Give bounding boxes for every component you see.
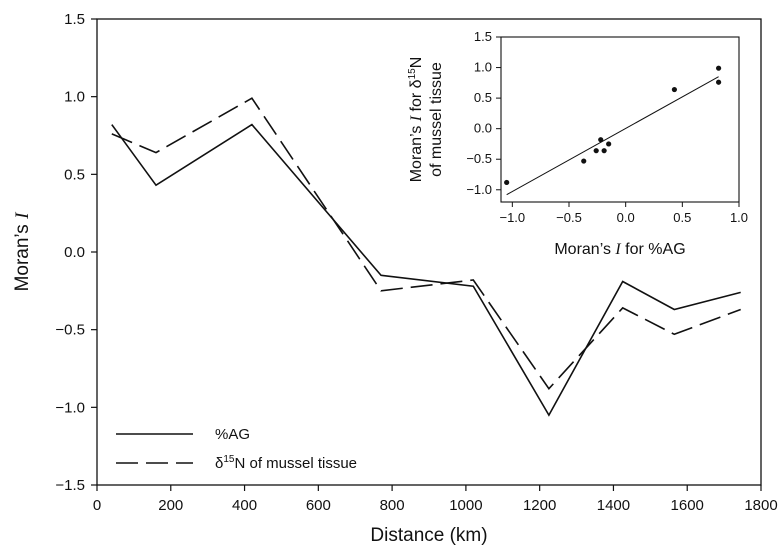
- y-tick-label: 1.5: [64, 11, 85, 28]
- y-tick-label: 0.5: [64, 166, 85, 183]
- inset-plot: −1.0 −0.5 0.0 0.5 1.0 −1.0 −0.5 0.0 0.5 1.0 1.5 Mor…: [407, 29, 748, 258]
- legend-d15n-label: δ15N of mussel tissue: [215, 454, 357, 472]
- inset-scatter-point: [598, 137, 604, 143]
- inset-x-tick-label: 0.0: [617, 210, 635, 225]
- x-tick-label: 400: [232, 497, 257, 514]
- x-tick-label: 1600: [671, 497, 704, 514]
- x-tick-label: 0: [93, 497, 101, 514]
- series-ag-line: [111, 123, 741, 417]
- y-tick-label: 0.0: [64, 244, 85, 261]
- x-tick-label: 800: [380, 497, 405, 514]
- inset-frame: [500, 36, 740, 203]
- y-tick-label: 1.0: [64, 89, 85, 106]
- y-tick-label: −0.5: [55, 322, 85, 339]
- inset-x-tick-label: −1.0: [499, 210, 525, 225]
- x-axis-title: Distance (km): [370, 525, 487, 546]
- main-plot: 0 200 400 600 800 1000 1200 1400 1600 1800 −1.5 −1.…: [12, 11, 778, 546]
- inset-x-tick-label: 0.5: [673, 210, 691, 225]
- y-tick-label: −1.5: [55, 477, 85, 494]
- series-d15n-line: [111, 97, 741, 390]
- inset-y-axis-title-line1: Moran’s I for δ15N: [407, 57, 425, 183]
- inset-scatter-point: [606, 141, 612, 147]
- inset-x-axis-title: Moran’s I for %AG: [554, 241, 685, 258]
- inset-y-tick-label: 0.5: [474, 90, 492, 105]
- inset-y-tick-label: −0.5: [466, 151, 492, 166]
- inset-scatter-point: [593, 148, 599, 154]
- x-tick-label: 1000: [449, 497, 482, 514]
- inset-y-tick-label: 1.0: [474, 60, 492, 75]
- inset-scatter-point: [671, 86, 678, 93]
- x-tick-label: 600: [306, 497, 331, 514]
- inset-y-axis-title-line2: of mussel tissue: [428, 62, 445, 177]
- x-tick-label: 1400: [597, 497, 630, 514]
- inset-scatter-point: [581, 158, 587, 164]
- inset-x-tick-label: −0.5: [556, 210, 582, 225]
- inset-y-tick-label: 1.5: [474, 29, 492, 44]
- inset-scatter-point: [601, 148, 607, 154]
- inset-scatter-point: [716, 65, 722, 71]
- inset-scatter-point: [716, 79, 722, 85]
- inset-scatter-point: [504, 179, 510, 186]
- x-tick-label: 1200: [523, 497, 556, 514]
- y-tick-label: −1.0: [55, 399, 85, 416]
- inset-y-tick-label: −1.0: [466, 182, 492, 197]
- x-tick-label: 200: [158, 497, 183, 514]
- inset-fit-line: [506, 76, 719, 196]
- y-axis-title: Moran’s I: [12, 211, 33, 292]
- x-tick-label: 1800: [744, 497, 777, 514]
- legend-ag-label: %AG: [215, 426, 250, 443]
- inset-x-tick-label: 1.0: [730, 210, 748, 225]
- inset-y-tick-label: 0.0: [474, 121, 492, 136]
